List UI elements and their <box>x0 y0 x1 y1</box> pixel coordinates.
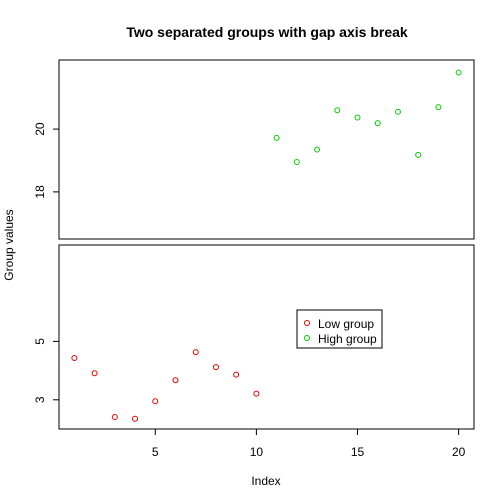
y-tick-label: 5 <box>33 338 47 345</box>
legend-box <box>296 309 383 349</box>
data-point <box>273 134 280 141</box>
y-tick-label: 3 <box>33 396 47 403</box>
data-point <box>435 104 442 111</box>
legend-marker-low <box>304 320 310 326</box>
data-point <box>293 159 300 166</box>
data-point <box>354 114 361 121</box>
lower-y-axis: 35 <box>33 338 60 403</box>
data-point <box>132 415 139 422</box>
x-axis-label: Index <box>251 474 280 488</box>
x-tick-label: 15 <box>351 445 365 459</box>
upper-panel-frame <box>58 59 475 240</box>
upper-points <box>273 69 462 166</box>
legend: Low group High group <box>296 309 383 349</box>
data-point <box>415 151 422 158</box>
data-point <box>253 390 260 397</box>
legend-marker-high <box>304 335 310 341</box>
data-point <box>91 370 98 377</box>
lower-points <box>71 349 260 422</box>
x-axis: 5 10 15 20 <box>152 428 466 459</box>
legend-label-low: Low group <box>318 317 374 331</box>
data-point <box>111 414 118 421</box>
x-tick-label: 10 <box>250 445 264 459</box>
data-point <box>455 69 462 76</box>
data-point <box>212 364 219 371</box>
y-tick-label: 20 <box>33 122 47 136</box>
data-point <box>71 355 78 362</box>
data-point <box>233 371 240 378</box>
data-point <box>394 108 401 115</box>
data-point <box>314 146 321 153</box>
x-tick-label: 5 <box>152 445 159 459</box>
data-point <box>374 120 381 127</box>
y-tick-label: 18 <box>33 185 47 199</box>
data-point <box>192 349 199 356</box>
x-tick-label: 20 <box>452 445 466 459</box>
lower-panel: 35 <box>33 244 475 430</box>
legend-label-high: High group <box>318 332 377 346</box>
y-axis-label: Group values <box>2 209 16 280</box>
lower-panel-frame <box>58 244 475 430</box>
data-point <box>334 107 341 114</box>
chart-title: Two separated groups with gap axis break <box>126 24 408 40</box>
data-point <box>172 377 179 384</box>
data-point <box>152 398 159 405</box>
